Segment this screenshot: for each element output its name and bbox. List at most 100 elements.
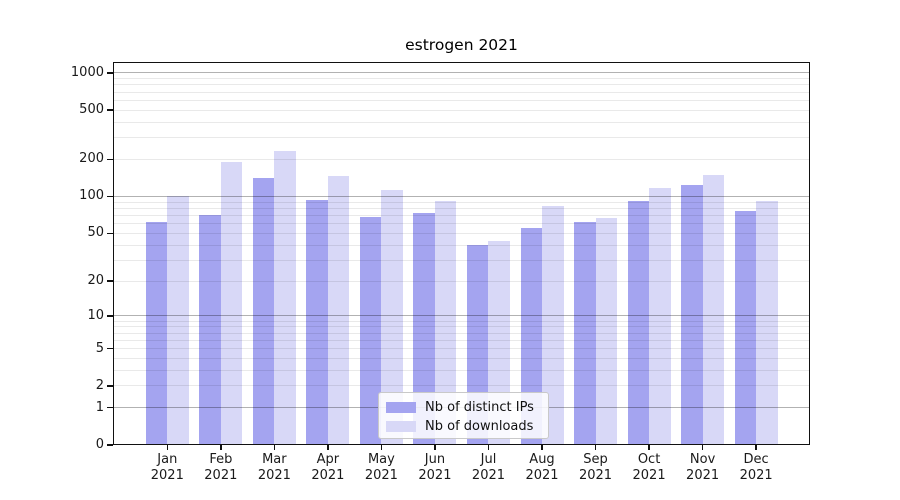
y-tick-mark: [107, 232, 113, 234]
x-tick-mark: [487, 445, 490, 450]
bar-downloads: [274, 150, 296, 445]
legend-swatch-icon: [386, 421, 416, 432]
chart-title: estrogen 2021: [405, 36, 518, 54]
x-tick-label: Dec 2021: [739, 452, 773, 483]
x-tick-label: May 2021: [364, 452, 398, 483]
y-tick-mark: [107, 347, 113, 350]
gridline-minor: [113, 332, 810, 334]
bar-distinct-ips: [145, 221, 168, 445]
bar-distinct-ips: [359, 216, 382, 445]
x-tick-mark: [541, 445, 543, 450]
gridline-minor: [113, 214, 810, 216]
gridline-minor: [113, 320, 810, 322]
bar-downloads: [756, 201, 778, 445]
bar-downloads: [434, 200, 457, 445]
gridline-minor: [113, 223, 810, 225]
x-tick-label: Mar 2021: [257, 452, 291, 483]
x-tick-mark: [166, 445, 169, 450]
x-tick-label: Jan 2021: [150, 452, 184, 483]
gridline-minor: [113, 84, 810, 86]
gridline-minor: [113, 326, 810, 328]
gridline-minor: [113, 137, 810, 139]
bar-distinct-ips: [627, 200, 650, 445]
bar-downloads: [649, 188, 671, 445]
bar-distinct-ips: [520, 228, 542, 445]
x-tick-mark: [380, 445, 383, 450]
y-tick-mark: [107, 195, 113, 198]
gridline-minor: [113, 259, 810, 261]
legend-row: Nb of downloads: [386, 417, 540, 436]
gridline-minor: [113, 339, 810, 341]
x-tick-mark: [755, 445, 757, 450]
gridline-minor: [113, 232, 810, 234]
grid-layer: [113, 62, 810, 445]
x-tick-label: Nov 2021: [686, 452, 720, 483]
gridline-major: [113, 315, 810, 317]
gridline-minor: [113, 121, 810, 123]
y-tick-mark: [107, 385, 113, 387]
legend-swatch-icon: [386, 402, 416, 413]
bar-distinct-ips: [199, 214, 221, 445]
y-tick-label: 10: [87, 307, 104, 323]
gridline-minor: [113, 109, 810, 111]
gridline-major: [113, 72, 810, 74]
y-tick-mark: [107, 315, 113, 317]
legend-label: Nb of distinct IPs: [425, 400, 534, 415]
bar-distinct-ips: [681, 184, 703, 445]
bar-distinct-ips: [252, 178, 275, 445]
y-tick-label: 5: [95, 340, 104, 356]
x-tick-mark: [434, 445, 436, 450]
bar-downloads: [327, 175, 350, 445]
x-tick-mark: [220, 445, 222, 450]
y-tick-mark: [107, 406, 113, 409]
gridline-minor: [113, 348, 810, 349]
y-tick-mark: [107, 280, 113, 282]
gridline-minor: [113, 369, 810, 371]
gridline-minor: [113, 91, 810, 93]
x-tick-label: Sep 2021: [578, 452, 613, 483]
y-tick-mark: [107, 158, 113, 161]
gridline-major: [113, 195, 810, 197]
x-tick-label: Aug 2021: [525, 452, 559, 483]
bar-distinct-ips: [413, 213, 435, 445]
x-tick-label: Oct 2021: [632, 452, 666, 483]
y-tick-label: 50: [87, 225, 104, 241]
bar-downloads: [167, 196, 189, 445]
x-tick-mark: [273, 445, 276, 450]
bar-downloads: [381, 189, 403, 445]
legend-row: Nb of distinct IPs: [386, 398, 540, 417]
gridline-minor: [113, 244, 810, 246]
gridline-minor: [113, 357, 810, 359]
x-tick-mark: [327, 445, 329, 450]
x-tick-mark: [648, 445, 650, 450]
bar-downloads: [702, 175, 725, 445]
y-tick-label: 20: [87, 273, 104, 289]
gridline-minor: [113, 207, 810, 209]
bar-distinct-ips: [306, 199, 328, 445]
bar-distinct-ips: [734, 211, 757, 445]
x-tick-mark: [594, 445, 597, 450]
gridline-minor: [113, 280, 810, 282]
y-tick-label: 200: [79, 151, 104, 167]
x-tick-label: Feb 2021: [204, 452, 238, 483]
x-tick-label: Jun 2021: [418, 452, 452, 483]
y-tick-mark: [107, 72, 113, 74]
gridline-minor: [113, 78, 810, 80]
y-tick-label: 0: [95, 437, 104, 452]
x-tick-mark: [701, 445, 704, 450]
legend-label: Nb of downloads: [425, 419, 534, 434]
plot-area: [113, 62, 810, 445]
x-tick-label: Apr 2021: [311, 452, 345, 483]
gridline-minor: [113, 385, 810, 387]
y-tick-label: 500: [79, 102, 104, 118]
gridline-minor: [113, 158, 810, 160]
legend: Nb of distinct IPs Nb of downloads: [378, 392, 549, 439]
bar-downloads: [220, 162, 243, 445]
gridline-minor: [113, 201, 810, 203]
bar-distinct-ips: [574, 221, 596, 445]
x-tick-label: Jul 2021: [471, 452, 506, 483]
y-tick-label: 1: [95, 399, 104, 415]
gridline-minor: [113, 99, 810, 101]
y-tick-mark: [107, 109, 113, 111]
